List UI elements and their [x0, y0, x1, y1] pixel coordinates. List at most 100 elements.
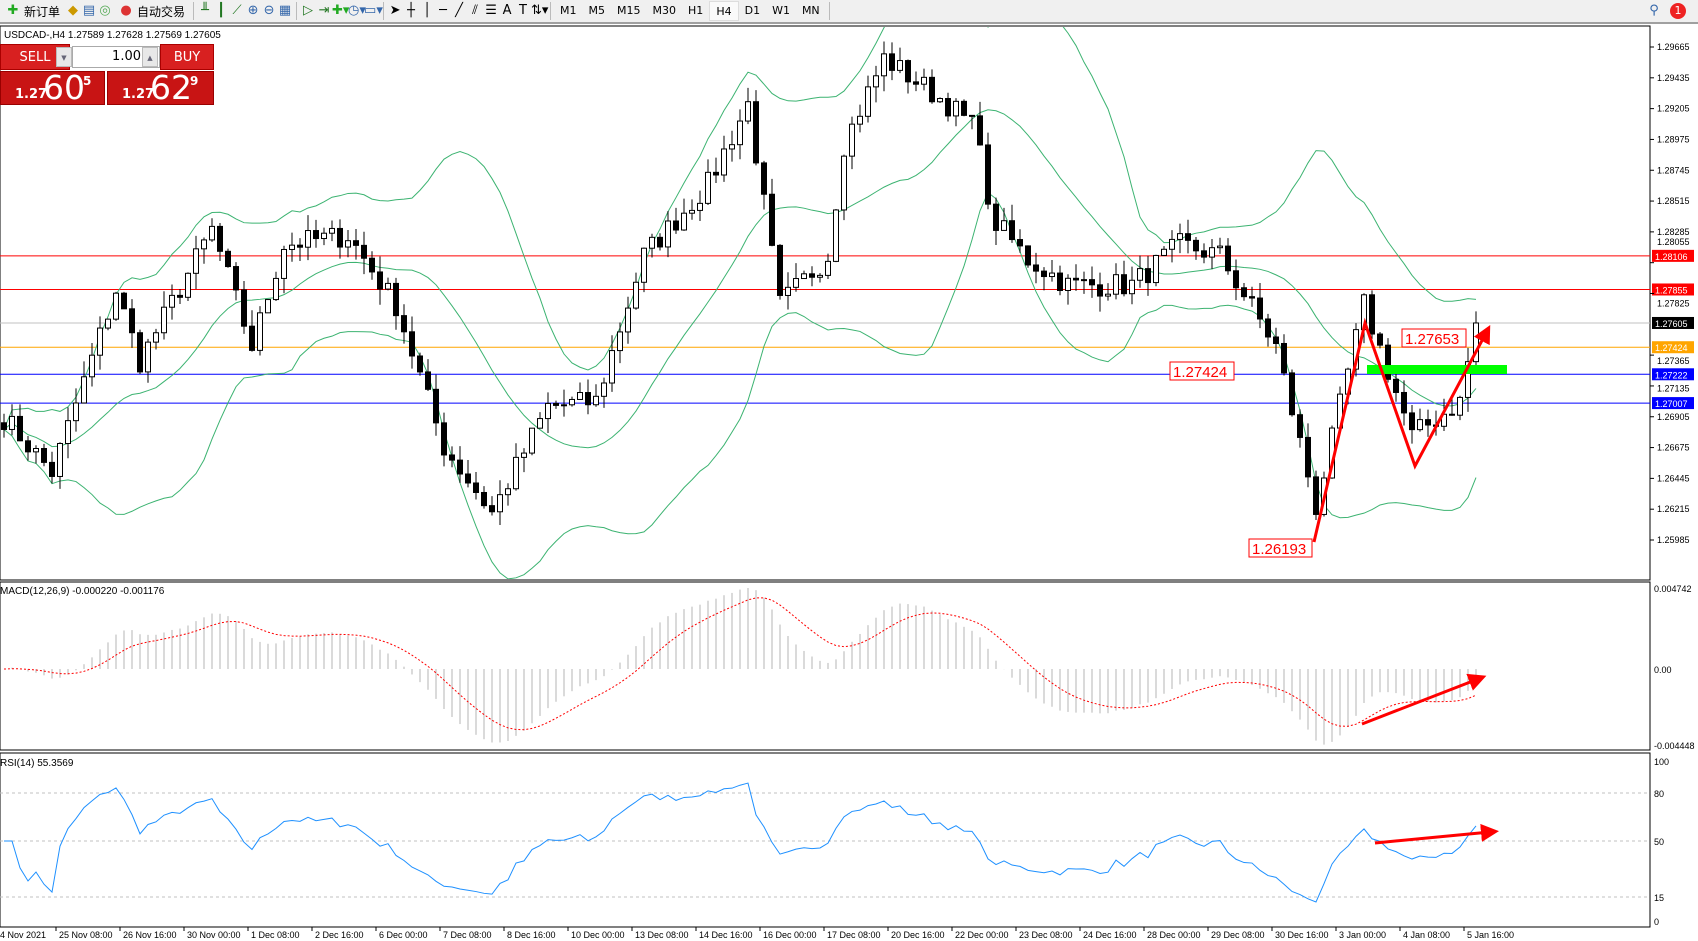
price-annotation-box[interactable]: [1169, 361, 1235, 381]
candle: [833, 209, 839, 262]
candle: [337, 227, 343, 248]
time-label: 1 Dec 08:00: [251, 930, 300, 940]
rsi-tick-label: 15: [1654, 893, 1664, 903]
lot-size-input[interactable]: 1.00: [72, 46, 160, 68]
candle: [601, 382, 607, 397]
price-level-label: 1.27424: [1655, 343, 1688, 353]
notification-badge[interactable]: 1: [1670, 3, 1686, 19]
time-label: 25 Nov 08:00: [59, 930, 113, 940]
lot-increase-button[interactable]: ▲: [142, 47, 158, 67]
candle: [65, 420, 71, 444]
candle: [465, 473, 471, 484]
candle: [393, 282, 399, 317]
candle: [657, 236, 663, 248]
text-icon[interactable]: A: [502, 3, 512, 18]
timeframe-m5[interactable]: M5: [588, 4, 606, 17]
navigator-icon[interactable]: ▤: [82, 3, 96, 18]
timeframe-h1[interactable]: H1: [688, 4, 704, 17]
green-zone-marker[interactable]: [1367, 365, 1507, 374]
crosshair-icon[interactable]: ┼: [407, 3, 415, 18]
periods-icon[interactable]: ◷▾: [348, 3, 366, 18]
trendline-icon[interactable]: ╱: [455, 3, 463, 18]
line-chart-icon[interactable]: ⟋: [232, 3, 242, 18]
price-level-tag: [1652, 341, 1694, 354]
new-order-icon: ✚: [7, 3, 19, 18]
timeframe-mn[interactable]: MN: [801, 4, 820, 17]
zoom-in-icon[interactable]: ⊕: [247, 3, 259, 18]
candle: [441, 422, 447, 456]
time-label: 30 Dec 16:00: [1275, 930, 1329, 940]
candle: [713, 171, 719, 176]
candle: [1057, 272, 1063, 291]
channel-icon[interactable]: ⫽: [472, 3, 478, 18]
price-annotation-box[interactable]: [1401, 328, 1467, 348]
auto-scroll-icon[interactable]: ▷: [303, 3, 314, 18]
bollinger-lower: [3, 191, 1477, 579]
macd-tick-label: 0.004742: [1654, 584, 1692, 594]
price-level-label: 1.27605: [1655, 319, 1688, 329]
bar-chart-icon[interactable]: ╨: [201, 3, 209, 18]
market-watch-icon[interactable]: ◆: [68, 3, 79, 18]
candle: [233, 266, 239, 291]
templates-icon[interactable]: ▭▾: [364, 3, 383, 18]
candle: [225, 250, 231, 268]
lot-decrease-button[interactable]: ▼: [56, 47, 72, 67]
candle: [153, 332, 159, 343]
rsi-arrow[interactable]: [1374, 823, 1499, 845]
candle: [1273, 336, 1279, 344]
chart-shift-icon[interactable]: ⇥: [318, 3, 330, 18]
timeframe-h4[interactable]: H4: [709, 1, 739, 21]
macd-divergence-arrow[interactable]: [1361, 673, 1487, 726]
timeframe-d1[interactable]: D1: [744, 4, 761, 17]
candle: [617, 331, 623, 352]
auto-trading-button[interactable]: ● 自动交易: [113, 0, 190, 22]
candle: [729, 144, 735, 150]
candle: [1169, 238, 1175, 250]
price-tick-label: 1.26905: [1657, 412, 1690, 422]
buy-price[interactable]: 1.27 62 9: [107, 68, 214, 107]
zigzag-arrow[interactable]: [1312, 317, 1491, 543]
tile-windows-icon[interactable]: ▦: [278, 3, 292, 18]
candle: [1377, 333, 1383, 346]
price-tick-label: 1.28975: [1657, 134, 1690, 144]
indicators-icon[interactable]: ✚▾: [332, 3, 350, 18]
cursor-icon[interactable]: ➤: [389, 3, 401, 18]
candle: [569, 398, 575, 406]
arrows-icon[interactable]: ⇅▾: [531, 3, 549, 18]
candle: [961, 100, 967, 116]
candle: [1457, 396, 1463, 416]
candle: [209, 225, 215, 241]
candle: [593, 395, 599, 406]
timeframe-m30[interactable]: M30: [652, 4, 677, 17]
signals-icon[interactable]: ◎: [99, 3, 111, 18]
time-label: 13 Dec 08:00: [635, 930, 689, 940]
candle: [801, 273, 807, 280]
candle: [1065, 277, 1071, 291]
zoom-out-icon[interactable]: ⊖: [263, 3, 275, 18]
candle: [369, 257, 375, 273]
candle: [1305, 436, 1311, 478]
search-icon[interactable]: ⚲: [1649, 3, 1659, 18]
candle: [697, 202, 703, 211]
price-tick-label: 1.27825: [1657, 298, 1690, 308]
candlestick-icon[interactable]: ┃: [217, 3, 225, 18]
fibonacci-icon[interactable]: ☰: [485, 3, 497, 18]
timeframe-m1[interactable]: M1: [560, 4, 577, 17]
candle: [1129, 279, 1135, 295]
candle: [849, 123, 855, 157]
candle: [217, 225, 223, 252]
timeframe-w1[interactable]: W1: [772, 4, 790, 17]
candle: [129, 308, 135, 334]
new-order-button[interactable]: ✚ 新订单: [0, 0, 65, 22]
vertical-line-icon[interactable]: │: [423, 3, 431, 18]
chart-title: USDCAD-,H4 1.27589 1.27628 1.27569 1.276…: [4, 30, 221, 41]
candle: [993, 203, 999, 231]
sell-price[interactable]: 1.27 60 5: [0, 68, 105, 107]
buy-button[interactable]: BUY: [160, 44, 214, 70]
price-annotation-box[interactable]: [1248, 538, 1313, 558]
text-label-icon[interactable]: T: [519, 3, 527, 18]
horizontal-line-icon[interactable]: ─: [439, 3, 447, 18]
candle: [1, 422, 7, 430]
timeframe-m15[interactable]: M15: [617, 4, 641, 17]
